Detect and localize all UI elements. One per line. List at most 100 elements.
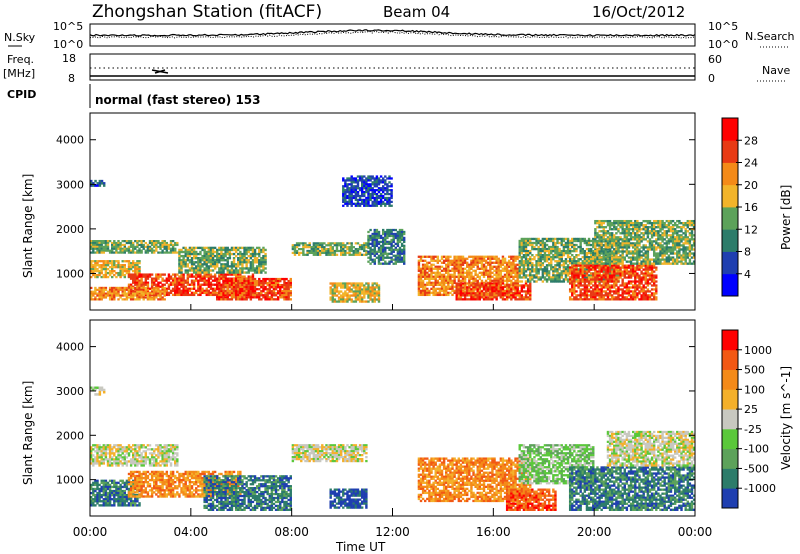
power-data-cell <box>100 296 103 299</box>
power-data-cell <box>102 260 105 263</box>
power-data-cell <box>245 246 248 250</box>
power-data-cell <box>167 245 171 248</box>
power-data-cell <box>348 242 351 245</box>
power-data-cell <box>127 264 131 267</box>
power-data-cell <box>514 293 517 297</box>
power-data-cell <box>499 288 503 291</box>
power-data-cell <box>207 275 211 278</box>
power-data-cell <box>426 283 429 287</box>
power-data-cell <box>243 290 246 293</box>
power-data-cell <box>577 254 580 257</box>
power-data-cell <box>260 283 263 287</box>
power-data-cell <box>575 260 578 263</box>
power-data-cell <box>207 248 211 252</box>
power-data-cell <box>258 269 261 272</box>
power-data-cell <box>249 269 253 272</box>
power-data-cell <box>585 251 589 255</box>
power-data-cell <box>245 263 248 266</box>
power-data-cell <box>447 291 450 295</box>
power-data-cell <box>243 271 246 274</box>
power-data-cell <box>518 264 521 267</box>
power-data-cell <box>94 245 97 248</box>
power-data-cell <box>459 292 463 295</box>
power-data-cell <box>621 294 624 297</box>
power-data-cell <box>363 288 366 291</box>
power-data-cell <box>98 292 101 295</box>
power-data-cell <box>356 292 360 295</box>
power-data-cell <box>348 290 351 293</box>
power-data-cell <box>564 266 568 269</box>
power-data-cell <box>157 290 160 293</box>
power-data-cell <box>497 269 500 272</box>
power-data-cell <box>493 290 496 293</box>
power-data-cell <box>249 292 253 295</box>
power-data-cell <box>384 250 387 253</box>
power-data-cell <box>573 266 576 269</box>
power-data-cell <box>617 272 620 275</box>
power-data-cell <box>453 273 456 276</box>
power-data-cell <box>560 251 563 255</box>
power-data-cell <box>596 248 599 251</box>
power-data-cell <box>249 281 253 285</box>
power-data-cell <box>442 275 446 278</box>
power-data-cell <box>281 296 284 299</box>
power-data-cell <box>419 257 423 260</box>
power-data-cell <box>424 263 427 266</box>
power-data-cell <box>457 269 461 272</box>
power-data-cell <box>634 296 637 299</box>
power-data-cell <box>161 277 164 280</box>
power-data-cell <box>617 278 620 281</box>
power-data-cell <box>644 276 647 279</box>
power-data-cell <box>606 288 610 291</box>
power-data-cell <box>94 298 97 301</box>
power-data-cell <box>308 249 311 253</box>
power-data-cell <box>138 266 141 269</box>
power-data-cell <box>642 272 645 275</box>
power-data-cell <box>117 262 120 265</box>
power-data-cell <box>371 294 374 297</box>
power-data-cell <box>648 282 652 285</box>
power-data-cell <box>508 294 511 297</box>
power-data-cell <box>281 286 284 289</box>
power-data-cell <box>598 264 601 267</box>
power-data-cell <box>447 261 450 264</box>
power-data-cell <box>472 288 475 291</box>
power-data-cell <box>104 240 108 243</box>
power-data-cell <box>138 296 141 299</box>
power-data-cell <box>522 254 526 257</box>
power-data-cell <box>419 279 423 282</box>
power-data-cell <box>178 254 181 258</box>
power-data-cell <box>581 262 584 265</box>
power-data-cell <box>575 247 578 251</box>
power-data-cell <box>419 293 423 297</box>
power-data-cell <box>579 243 582 247</box>
power-data-cell <box>505 265 509 268</box>
power-data-cell <box>445 281 448 285</box>
power-data-cell <box>596 286 599 289</box>
power-data-cell <box>541 276 545 279</box>
power-data-cell <box>604 294 608 297</box>
power-data-cell <box>226 261 229 264</box>
power-data-cell <box>344 300 347 303</box>
power-data-cell <box>531 266 534 269</box>
power-data-cell <box>438 271 442 274</box>
power-data-cell <box>211 261 215 264</box>
power-data-cell <box>329 292 332 295</box>
power-data-cell <box>566 239 570 243</box>
power-data-cell <box>195 261 198 264</box>
power-data-cell <box>508 288 511 291</box>
power-data-cell <box>564 237 568 241</box>
power-data-cell <box>558 249 561 253</box>
power-data-cell <box>518 241 521 245</box>
power-data-cell <box>627 294 631 297</box>
power-data-cell <box>468 267 471 270</box>
power-data-cell <box>211 275 215 278</box>
power-data-cell <box>127 275 131 278</box>
power-data-cell <box>522 298 526 301</box>
power-data-cell <box>121 243 124 247</box>
power-data-cell <box>598 288 601 291</box>
power-data-cell <box>377 232 381 236</box>
power-data-cell <box>516 298 519 301</box>
power-data-cell <box>489 284 492 287</box>
power-data-cell <box>474 261 477 264</box>
